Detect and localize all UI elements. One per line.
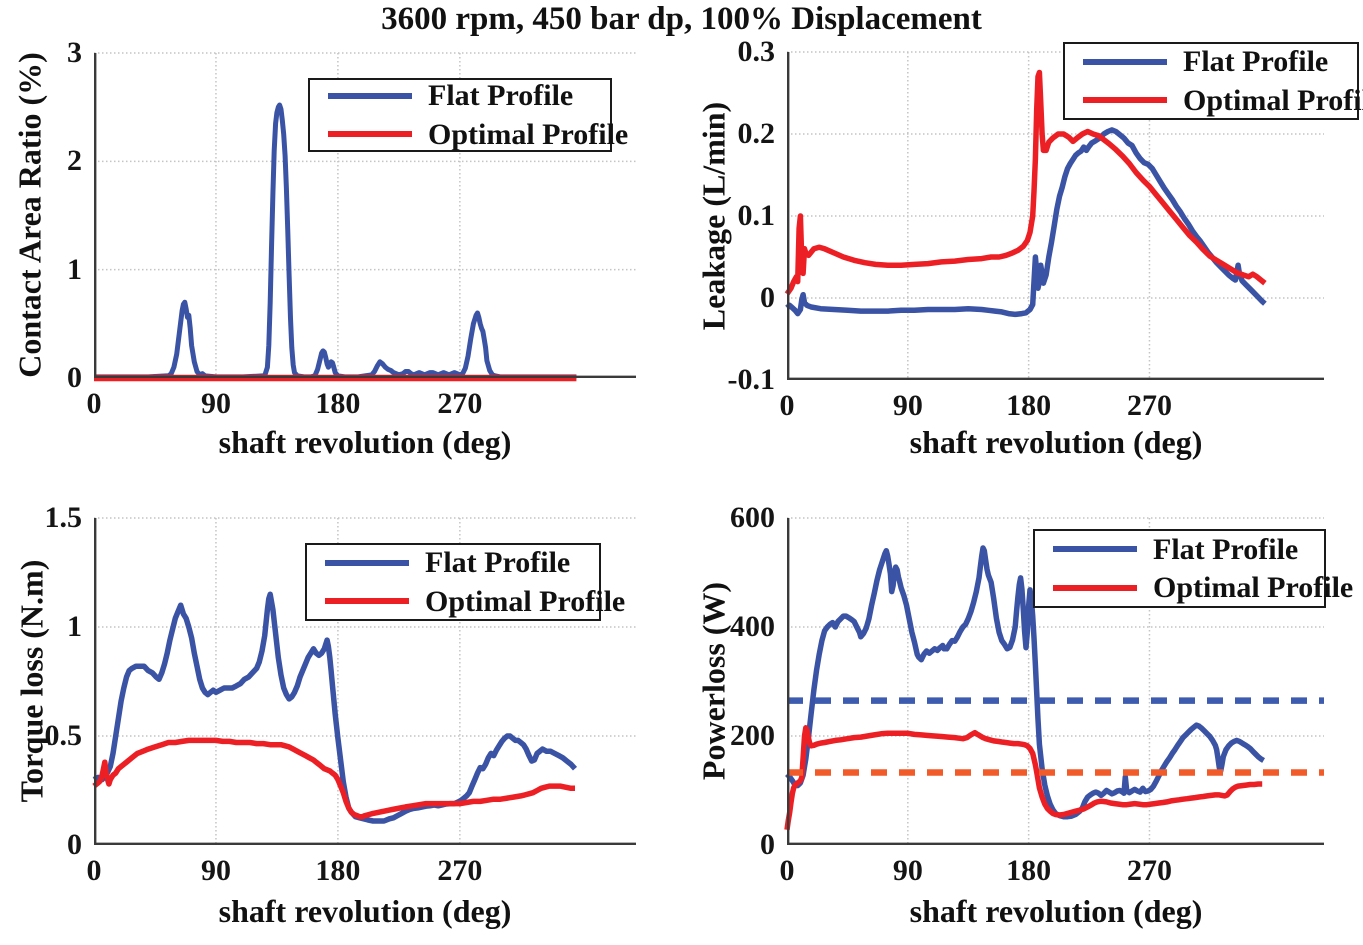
chart-torque-loss: 0 90 180 270 0 0.5 1 1.5	[45, 503, 636, 886]
legend-label-flat: Flat Profile	[428, 79, 574, 112]
x-tick-label: 90	[892, 854, 923, 887]
legend-label-optimal: Optimal Profile	[425, 584, 626, 618]
x-tick-label: 90	[892, 389, 923, 422]
y-tick-label: 0	[760, 828, 775, 861]
legend-label-flat: Flat Profile	[1183, 45, 1329, 78]
x-tick-label: 90	[200, 387, 231, 420]
y-tick-label: -0.1	[727, 363, 776, 396]
chart-powerloss: 0 90 180 270 0 200 400 600	[730, 503, 1324, 886]
figure-title: 3600 rpm, 450 bar dp, 100% Displacement	[381, 1, 982, 37]
legend-label-flat: Flat Profile	[1153, 532, 1299, 566]
legend-entry-optimal: Optimal Profile	[1083, 84, 1363, 117]
legend-powerloss: Flat Profile Optimal Profile	[1033, 529, 1353, 608]
flat-profile-line-swatch	[1083, 58, 1167, 65]
x-tick-label: 0	[779, 389, 795, 422]
series-line	[785, 545, 1266, 820]
legend-contact-area: Flat Profile Optimal Profile	[308, 78, 628, 152]
y-tick-label: 0.1	[737, 199, 776, 232]
y-tick-label: 3	[67, 36, 82, 69]
x-tick-label: 270	[437, 387, 483, 420]
legend-entry-flat: Flat Profile	[325, 547, 587, 579]
legend-label-optimal: Optimal Profile	[1183, 83, 1363, 117]
x-tick-label: 0	[86, 854, 102, 887]
series-line	[784, 69, 1267, 296]
y-tick-label: 2	[67, 144, 82, 178]
optimal-profile-line-swatch	[328, 131, 412, 138]
legend-entry-flat: Flat Profile	[1083, 46, 1345, 78]
plot-area	[92, 517, 636, 845]
legend-entry-flat: Flat Profile	[328, 80, 598, 112]
y-tick-label: 0.2	[737, 117, 776, 150]
y-tick-label: 1	[67, 610, 82, 643]
chart-contact-area-ratio: 0 90 180 270 0 1 2 3	[67, 38, 636, 419]
x-tick-label: 180	[1006, 389, 1052, 422]
x-tick-label: 270	[1126, 389, 1172, 422]
optimal-profile-line-swatch	[1083, 97, 1167, 104]
y-axis-label-contact-area: Contact Area Ratio (%)	[11, 52, 48, 378]
x-tick-label: 270	[1126, 854, 1172, 887]
flat-profile-line-swatch	[1053, 546, 1137, 553]
y-axis-label-leakage: Leakage (L/min)	[695, 101, 732, 331]
y-axis-label-powerloss: Powerloss (W)	[695, 581, 732, 781]
legend-entry-optimal: Optimal Profile	[328, 118, 628, 151]
y-tick-label: 0	[67, 361, 82, 394]
x-tick-label: 180	[315, 387, 361, 420]
series-line	[785, 127, 1267, 318]
legend-torque-loss: Flat Profile Optimal Profile	[305, 543, 625, 621]
y-tick-label: 0	[760, 281, 775, 314]
legend-entry-flat: Flat Profile	[1053, 532, 1312, 566]
y-tick-label: 200	[730, 719, 775, 752]
y-tick-label: 1	[67, 252, 82, 286]
x-tick-label: 180	[1006, 854, 1052, 887]
plot-area	[784, 51, 1324, 380]
optimal-profile-line-swatch	[325, 598, 409, 605]
x-axis-label-powerloss: shaft revolution (deg)	[909, 893, 1203, 929]
x-tick-label: 90	[200, 854, 231, 887]
legend-entry-optimal: Optimal Profile	[1053, 572, 1353, 604]
y-tick-label: 400	[730, 610, 775, 643]
y-tick-label: 0.3	[737, 35, 776, 68]
x-tick-label: 270	[437, 854, 483, 887]
plot-area	[784, 517, 1324, 845]
legend-label-optimal: Optimal Profile	[1153, 571, 1354, 604]
series-line	[784, 725, 1263, 831]
legend-label-optimal: Optimal Profile	[428, 117, 629, 151]
y-tick-label: 0.5	[44, 719, 83, 752]
chart-leakage: 0 90 180 270 -0.1 0 0.1 0.2 0.3	[728, 37, 1324, 421]
x-tick-label: 180	[315, 854, 361, 887]
flat-profile-line-swatch	[325, 559, 409, 566]
x-tick-label: 0	[779, 854, 795, 887]
flat-profile-line-swatch	[328, 92, 412, 99]
x-axis-label-contact-area: shaft revolution (deg)	[218, 424, 512, 460]
x-tick-label: 0	[86, 387, 102, 420]
y-tick-label: 0	[67, 828, 82, 861]
y-tick-label: 600	[730, 501, 775, 534]
optimal-profile-line-swatch	[1053, 584, 1137, 591]
series-line	[92, 737, 575, 820]
x-axis-label-torque-loss: shaft revolution (deg)	[218, 893, 512, 929]
legend-entry-optimal: Optimal Profile	[325, 585, 625, 618]
y-axis-label-torque-loss: Torque loss (N.m)	[13, 559, 50, 803]
x-axis-label-leakage: shaft revolution (deg)	[909, 424, 1203, 460]
legend-leakage: Flat Profile Optimal Profile	[1063, 42, 1363, 120]
legend-label-flat: Flat Profile	[425, 546, 571, 579]
y-tick-label: 1.5	[44, 501, 83, 534]
plot-area	[94, 52, 636, 382]
series-line	[92, 591, 578, 824]
